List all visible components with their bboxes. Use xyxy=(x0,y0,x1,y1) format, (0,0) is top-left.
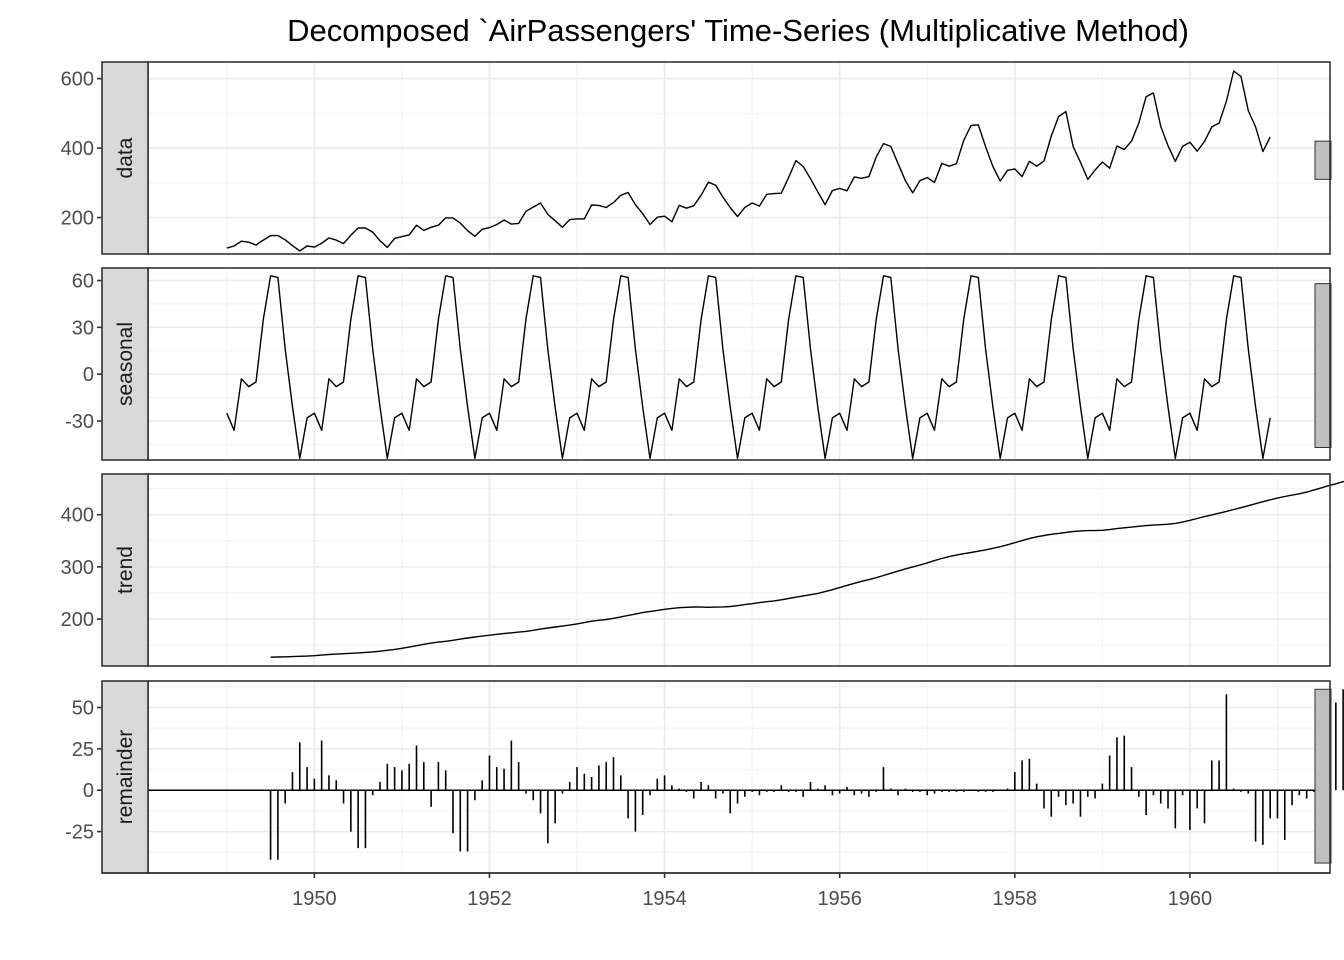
strip-data xyxy=(101,61,149,255)
panel-remainder: remainder -25 0 25 50 xyxy=(65,680,1344,874)
panel-data: data 200 400 600 xyxy=(61,61,1332,255)
y-tick-label: 600 xyxy=(61,69,94,91)
x-tick-label: 1950 xyxy=(292,888,337,910)
y-tick-label: 200 xyxy=(61,609,94,631)
range-bar xyxy=(1314,283,1332,449)
y-tick-label: 25 xyxy=(72,739,94,761)
panel-background xyxy=(148,268,1330,460)
panel-background xyxy=(148,474,1330,666)
panel-background xyxy=(148,681,1330,873)
y-tick-label: -25 xyxy=(65,822,94,844)
range-bar xyxy=(1314,140,1332,180)
y-tick-label: 200 xyxy=(61,208,94,230)
x-tick-label: 1956 xyxy=(817,888,862,910)
panel-seasonal: seasonal -30 0 30 60 xyxy=(65,267,1332,461)
seasonal-series-line xyxy=(226,275,1271,460)
panels-group: data 200 400 600 seasonal -30 0 30 60 trend 200 300… xyxy=(61,61,1344,874)
y-tick-label: 0 xyxy=(83,364,94,386)
panel-trend: trend 200 300 400 xyxy=(61,473,1344,667)
y-tick-label: 50 xyxy=(72,697,94,719)
strip-label-trend: trend xyxy=(114,546,137,594)
x-tick-label: 1958 xyxy=(993,888,1038,910)
strip-label-seasonal: seasonal xyxy=(114,322,137,406)
y-tick-label: 400 xyxy=(61,138,94,160)
y-tick-label: 300 xyxy=(61,557,94,579)
y-tick-label: 30 xyxy=(72,317,94,339)
y-tick-label: -30 xyxy=(65,411,94,433)
x-tick-label: 1960 xyxy=(1168,888,1213,910)
strip-trend xyxy=(101,473,149,667)
x-tick-label: 1952 xyxy=(467,888,512,910)
range-bar xyxy=(1314,688,1332,864)
strip-seasonal xyxy=(101,267,149,461)
x-axis: 1950 1952 1954 1956 1958 1960 xyxy=(102,872,1330,910)
chart-title: Decomposed `AirPassengers' Time-Series (… xyxy=(287,13,1189,48)
y-tick-label: 400 xyxy=(61,505,94,527)
y-tick-label: 0 xyxy=(83,780,94,802)
strip-label-remainder: remainder xyxy=(114,730,137,825)
data-series-line xyxy=(226,70,1271,252)
y-tick-label: 60 xyxy=(72,270,94,292)
x-tick-label: 1954 xyxy=(642,888,687,910)
strip-label-data: data xyxy=(114,137,137,178)
panel-background xyxy=(148,62,1330,254)
trend-series-line xyxy=(270,480,1344,658)
